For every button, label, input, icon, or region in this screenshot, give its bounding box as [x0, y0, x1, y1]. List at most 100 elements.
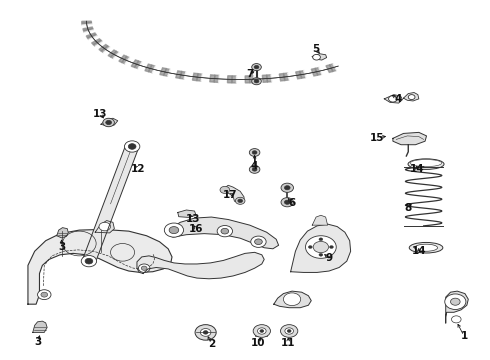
Polygon shape — [193, 73, 198, 81]
Polygon shape — [57, 228, 68, 238]
Polygon shape — [119, 55, 127, 62]
Polygon shape — [205, 75, 211, 82]
Circle shape — [235, 197, 245, 204]
Circle shape — [287, 330, 291, 332]
Polygon shape — [236, 76, 241, 83]
Circle shape — [254, 80, 259, 83]
Circle shape — [252, 64, 261, 71]
Circle shape — [200, 329, 211, 336]
Polygon shape — [116, 54, 124, 61]
Ellipse shape — [409, 242, 443, 253]
Circle shape — [128, 144, 136, 149]
Polygon shape — [28, 229, 172, 304]
Circle shape — [238, 199, 243, 203]
Polygon shape — [283, 73, 289, 81]
Text: 8: 8 — [405, 203, 412, 213]
Polygon shape — [333, 63, 340, 71]
Polygon shape — [138, 62, 145, 69]
Polygon shape — [167, 217, 279, 249]
Polygon shape — [201, 74, 206, 81]
Polygon shape — [83, 27, 93, 30]
Polygon shape — [384, 95, 402, 103]
Circle shape — [445, 294, 466, 310]
Circle shape — [169, 226, 179, 234]
Circle shape — [106, 120, 112, 125]
Polygon shape — [85, 31, 95, 36]
Polygon shape — [145, 64, 152, 72]
Text: 7: 7 — [246, 69, 253, 79]
Circle shape — [308, 246, 312, 248]
Text: 5: 5 — [313, 45, 319, 54]
Circle shape — [408, 95, 415, 100]
Polygon shape — [319, 67, 325, 74]
Circle shape — [313, 54, 320, 60]
Circle shape — [281, 183, 294, 192]
Polygon shape — [329, 64, 337, 71]
Circle shape — [254, 66, 259, 69]
Text: 15: 15 — [370, 133, 385, 143]
Polygon shape — [160, 68, 167, 75]
Polygon shape — [219, 75, 223, 82]
Circle shape — [249, 149, 260, 156]
Circle shape — [253, 325, 270, 337]
Circle shape — [124, 141, 140, 152]
Circle shape — [99, 222, 111, 231]
Circle shape — [85, 258, 93, 264]
Polygon shape — [288, 72, 294, 80]
Polygon shape — [152, 66, 159, 74]
Polygon shape — [82, 24, 92, 27]
Polygon shape — [245, 76, 250, 83]
Polygon shape — [131, 60, 139, 67]
Circle shape — [38, 290, 51, 300]
Circle shape — [257, 328, 266, 334]
Circle shape — [103, 118, 114, 127]
Circle shape — [284, 186, 290, 190]
Circle shape — [319, 253, 323, 256]
Circle shape — [221, 228, 229, 234]
Text: 14: 14 — [410, 165, 424, 174]
Polygon shape — [249, 76, 254, 83]
Ellipse shape — [415, 244, 438, 251]
Circle shape — [285, 328, 294, 334]
Circle shape — [252, 151, 257, 154]
Polygon shape — [223, 76, 228, 83]
Polygon shape — [210, 75, 215, 82]
Polygon shape — [82, 21, 92, 23]
Polygon shape — [176, 71, 182, 78]
Polygon shape — [403, 93, 419, 101]
Text: 3: 3 — [34, 337, 41, 347]
Polygon shape — [291, 224, 351, 273]
Circle shape — [281, 325, 298, 337]
Polygon shape — [125, 58, 132, 65]
Text: 2: 2 — [208, 339, 215, 349]
Polygon shape — [315, 68, 321, 75]
Circle shape — [41, 292, 48, 297]
Text: 4: 4 — [251, 161, 258, 171]
Polygon shape — [184, 72, 190, 80]
Polygon shape — [82, 23, 92, 25]
Polygon shape — [156, 67, 163, 75]
Polygon shape — [33, 321, 47, 332]
Polygon shape — [101, 118, 118, 126]
Polygon shape — [241, 76, 245, 83]
Polygon shape — [178, 210, 196, 217]
Polygon shape — [232, 76, 237, 83]
Circle shape — [81, 256, 97, 267]
Polygon shape — [274, 291, 311, 308]
Polygon shape — [180, 72, 186, 79]
Polygon shape — [312, 215, 328, 225]
Text: 14: 14 — [412, 246, 426, 256]
Circle shape — [249, 166, 260, 173]
Circle shape — [284, 200, 290, 204]
Circle shape — [281, 198, 294, 207]
Circle shape — [313, 242, 329, 253]
Polygon shape — [275, 74, 281, 81]
Polygon shape — [137, 252, 264, 279]
Polygon shape — [142, 63, 148, 71]
Polygon shape — [254, 76, 259, 83]
Polygon shape — [92, 39, 101, 45]
Polygon shape — [223, 185, 244, 203]
Circle shape — [138, 264, 150, 273]
Polygon shape — [279, 73, 285, 81]
Polygon shape — [295, 71, 302, 79]
